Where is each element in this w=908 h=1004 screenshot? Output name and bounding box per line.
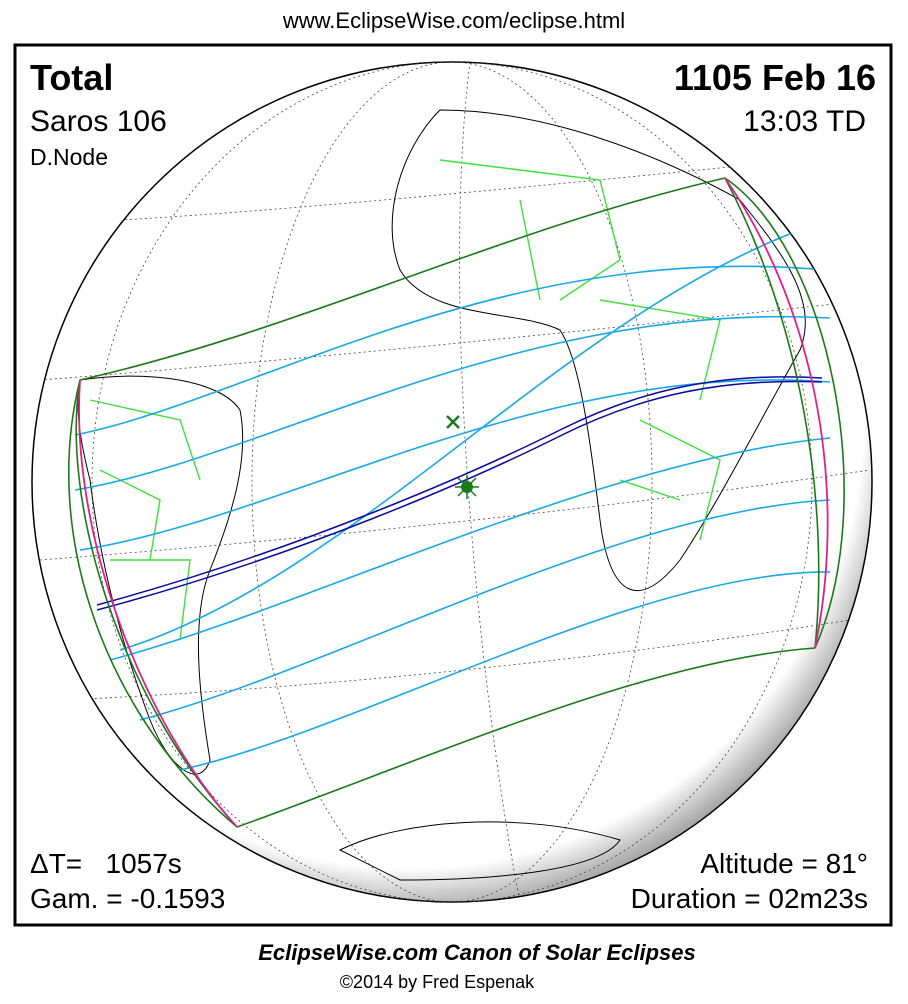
graticule (39, 62, 871, 902)
eclipse-date: 1105 Feb 16 (674, 57, 876, 98)
node: D.Node (30, 144, 108, 170)
url: www.EclipseWise.com/eclipse.html (282, 8, 625, 33)
eclipse-path (68, 177, 845, 828)
eclipse-time: 13:03 TD (743, 105, 866, 138)
map-layer (39, 62, 871, 902)
eclipse-type: Total (30, 57, 113, 98)
copyright: ©2014 by Fred Espenak (340, 972, 535, 992)
duration: Duration = 02m23s (631, 883, 868, 914)
gamma: Gam. = -0.1593 (30, 883, 225, 914)
footer-title: EclipseWise.com Canon of Solar Eclipses (258, 940, 696, 965)
delta-t: ΔT= 1057s (30, 848, 182, 879)
altitude: Altitude = 81° (700, 848, 868, 879)
saros: Saros 106 (30, 105, 167, 138)
max-eclipse-markers (446, 415, 479, 499)
globe (31, 61, 873, 903)
